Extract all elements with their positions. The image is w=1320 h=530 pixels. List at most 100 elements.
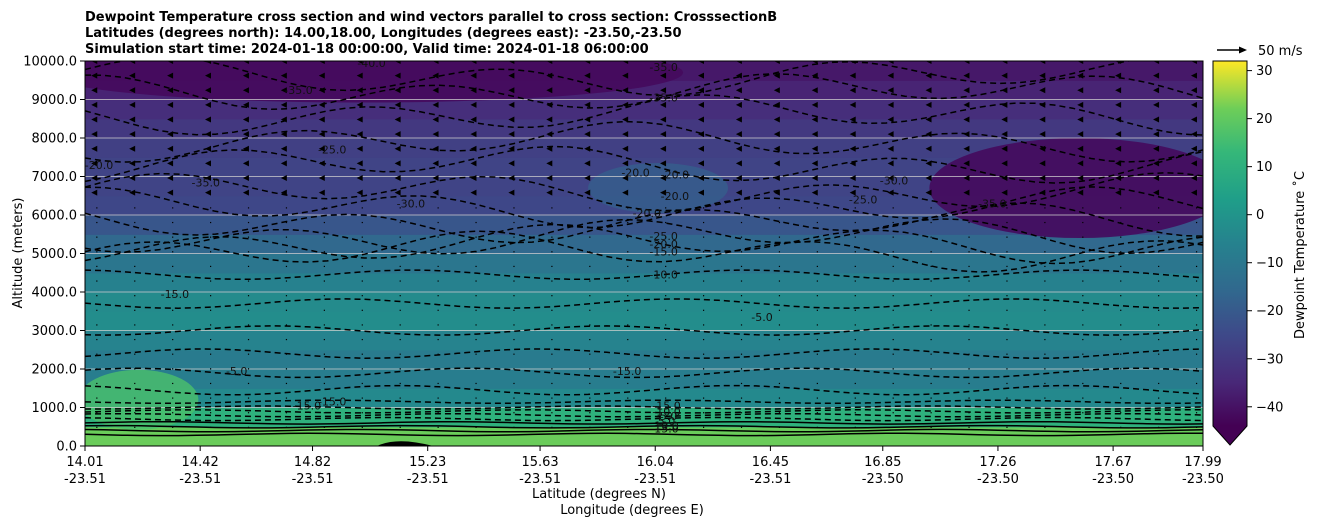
- wind-vector-dot: [437, 280, 439, 282]
- wind-vector-dot: [437, 397, 439, 399]
- wind-vector-dot: [968, 207, 970, 209]
- wind-vector-dot: [134, 324, 136, 326]
- y-tick-label: 6000.0: [32, 209, 78, 224]
- wind-vector-dot: [96, 251, 98, 253]
- wind-vector: [1190, 116, 1197, 123]
- wind-vector-dot: [285, 382, 288, 385]
- wind-vector-dot: [247, 207, 250, 209]
- wind-vector-dot: [740, 236, 743, 238]
- wind-vector: [925, 101, 932, 108]
- wind-vector: [318, 131, 325, 138]
- contour-line: [85, 120, 1203, 163]
- wind-vector-dot: [1158, 221, 1160, 224]
- wind-vector-dot: [665, 324, 667, 326]
- wind-vector: [697, 72, 704, 79]
- wind-vector-dot: [437, 251, 439, 253]
- wind-vector-dot: [172, 221, 174, 224]
- wind-vector: [1001, 175, 1008, 182]
- wind-vector-dot: [513, 368, 515, 370]
- wind-vector: [167, 72, 174, 79]
- wind-vector-dot: [399, 251, 401, 253]
- wind-vector-dot: [665, 236, 667, 238]
- wind-vector-dot: [627, 295, 629, 297]
- wind-vector-dot: [475, 207, 477, 209]
- dewpoint-band: [85, 330, 1203, 351]
- colorbar-tick-label: 10: [1256, 160, 1273, 175]
- wind-vector-dot: [134, 280, 136, 282]
- wind-vector: [318, 160, 325, 167]
- wind-vector-dot: [134, 397, 136, 399]
- wind-vector-dot: [1120, 295, 1122, 297]
- colorbar: −40 −30 −20 −10 0 10 20 30 Dewpoint Temperature…: [1212, 60, 1308, 446]
- contour-line: [85, 416, 1203, 422]
- wind-vector-dot: [740, 309, 743, 311]
- wind-vector-dot: [816, 368, 818, 370]
- wind-vector-dot: [1120, 368, 1122, 370]
- contour-line: [85, 405, 1203, 410]
- wind-vector: [356, 189, 363, 196]
- wind-vector: [318, 189, 325, 196]
- wind-vector-dot: [96, 280, 98, 282]
- wind-vector-dot: [172, 338, 174, 341]
- wind-vector: [1153, 175, 1160, 182]
- wind-vector-dot: [930, 221, 932, 224]
- wind-vector: [356, 72, 363, 79]
- wind-vector-dot: [323, 295, 325, 297]
- wind-vector-dot: [172, 412, 174, 414]
- contour-line: [85, 367, 1203, 379]
- wind-vector: [129, 131, 136, 138]
- wind-vector: [584, 87, 591, 94]
- wind-vector: [1153, 72, 1160, 79]
- colorbar-label: Dewpoint Temperature ˚C: [1292, 171, 1308, 339]
- wind-vector-dot: [437, 412, 439, 414]
- wind-vector-dot: [134, 295, 136, 297]
- wind-vector: [963, 87, 970, 94]
- wind-vector: [887, 61, 894, 64]
- wind-vector-dot: [513, 397, 515, 399]
- wind-vector-dot: [1195, 353, 1198, 355]
- x-tick-label-lat: 14.82: [294, 455, 331, 470]
- wind-vector: [1115, 87, 1122, 94]
- wind-vector: [660, 175, 667, 182]
- wind-vector-dot: [247, 338, 250, 341]
- wind-vector: [584, 116, 591, 123]
- wind-vector-dot: [816, 412, 818, 414]
- contour-line: [85, 73, 1203, 111]
- wind-vector: [394, 116, 401, 123]
- wind-vector: [811, 160, 818, 167]
- x-tick-label-lat: 15.63: [521, 455, 558, 470]
- wind-vector: [925, 145, 932, 152]
- wind-vector: [811, 116, 818, 123]
- wind-vector: [660, 189, 667, 196]
- wind-vector-dot: [1044, 221, 1046, 224]
- wind-vector-dot: [513, 221, 515, 224]
- wind-vector-dot: [399, 265, 401, 268]
- wind-vector-dot: [323, 382, 325, 385]
- wind-vector: [1039, 87, 1046, 94]
- wind-vector: [470, 145, 477, 152]
- colorbar-extend-min: [1213, 426, 1247, 445]
- wind-vector: [735, 87, 742, 94]
- contour-label: -10.0: [649, 269, 677, 282]
- wind-vector-dot: [1195, 426, 1198, 428]
- wind-vector-dot: [665, 265, 667, 268]
- wind-vector-dot: [96, 426, 98, 428]
- wind-vector-dot: [627, 236, 629, 238]
- wind-vector-dot: [323, 412, 325, 414]
- wind-vector-dot: [285, 309, 288, 311]
- wind-vector: [811, 189, 818, 196]
- wind-vector-dot: [702, 265, 705, 268]
- wind-vector: [735, 61, 742, 64]
- wind-vector: [242, 101, 249, 108]
- wind-vector: [1153, 87, 1160, 94]
- wind-vector-dot: [1006, 280, 1008, 282]
- wind-vector: [1001, 72, 1008, 79]
- wind-vector-dot: [285, 236, 288, 238]
- dewpoint-band: [85, 426, 1203, 446]
- wind-vector-dot: [702, 280, 705, 282]
- wind-vector-dot: [740, 221, 743, 224]
- wind-vector-dot: [247, 353, 250, 355]
- wind-vector-dot: [1044, 265, 1046, 268]
